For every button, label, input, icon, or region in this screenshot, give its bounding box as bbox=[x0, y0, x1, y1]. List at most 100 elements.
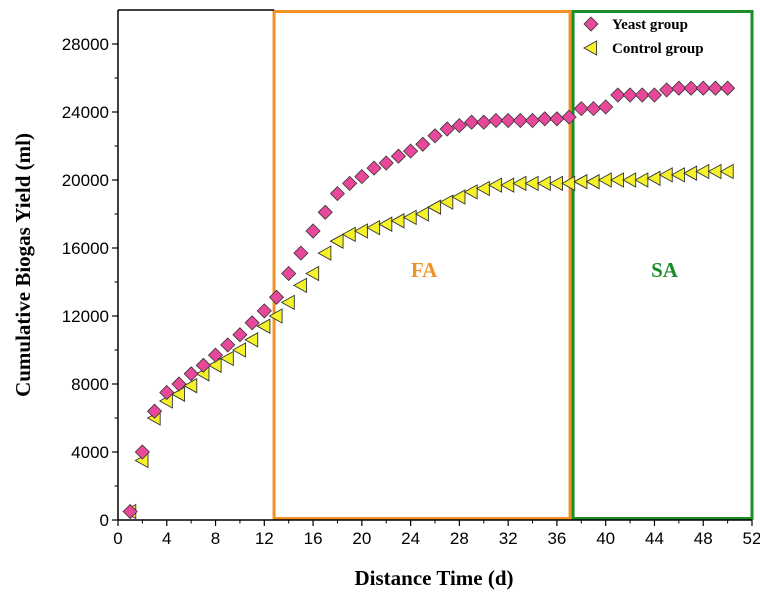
data-point bbox=[292, 277, 307, 294]
data-point bbox=[244, 315, 260, 331]
data-point bbox=[622, 87, 638, 103]
data-point bbox=[573, 173, 588, 190]
x-tick-label: 28 bbox=[450, 529, 469, 548]
region-box-fa bbox=[272, 10, 572, 520]
y-tick-label: 20000 bbox=[62, 171, 109, 190]
data-point bbox=[719, 163, 734, 180]
data-point bbox=[671, 80, 687, 96]
data-point bbox=[598, 99, 614, 115]
data-point bbox=[195, 357, 211, 373]
data-point bbox=[159, 384, 175, 401]
y-tick-label: 0 bbox=[100, 511, 109, 530]
data-point bbox=[695, 80, 711, 96]
series-yeast-group bbox=[122, 80, 736, 520]
data-point bbox=[475, 180, 490, 197]
data-point bbox=[561, 109, 577, 125]
y-tick-label: 24000 bbox=[62, 103, 109, 122]
data-point bbox=[378, 216, 393, 232]
y-tick-label: 8000 bbox=[71, 375, 109, 394]
data-point bbox=[585, 101, 602, 117]
legend-label: Yeast group bbox=[612, 17, 688, 33]
data-point bbox=[548, 175, 563, 192]
data-point bbox=[366, 219, 381, 236]
data-point bbox=[463, 184, 478, 200]
phase-regions: FA SA bbox=[272, 10, 754, 520]
data-point bbox=[646, 170, 661, 187]
legend-item: Yeast group bbox=[583, 16, 688, 33]
data-point bbox=[341, 226, 356, 243]
data-point bbox=[561, 175, 576, 192]
data-point bbox=[609, 172, 624, 188]
data-point bbox=[402, 209, 417, 226]
data-point bbox=[670, 167, 685, 183]
data-point bbox=[634, 87, 650, 103]
x-tick-label: 4 bbox=[162, 529, 171, 548]
region-box-sa bbox=[571, 10, 754, 520]
data-point bbox=[488, 177, 503, 193]
data-point bbox=[281, 265, 297, 282]
data-point bbox=[597, 172, 612, 188]
data-point bbox=[537, 111, 553, 127]
data-point bbox=[342, 175, 358, 191]
data-point bbox=[476, 114, 492, 130]
data-point bbox=[305, 223, 321, 239]
x-tick-label: 32 bbox=[499, 529, 518, 548]
region-label-sa: SA bbox=[651, 258, 679, 282]
data-point bbox=[634, 172, 649, 188]
data-point bbox=[488, 112, 504, 129]
data-point bbox=[524, 112, 541, 129]
x-tick-label: 0 bbox=[113, 529, 122, 548]
data-point bbox=[353, 223, 368, 239]
data-point bbox=[329, 186, 346, 202]
data-point bbox=[329, 233, 344, 249]
data-point bbox=[317, 245, 332, 261]
data-point bbox=[122, 503, 138, 520]
y-tick-label: 28000 bbox=[62, 35, 109, 54]
x-axis-title: Distance Time (d) bbox=[354, 566, 513, 590]
data-point bbox=[524, 175, 539, 192]
legend-marker bbox=[583, 40, 598, 56]
data-point bbox=[183, 377, 198, 394]
data-point bbox=[683, 80, 699, 96]
data-point bbox=[415, 136, 431, 152]
data-point bbox=[695, 163, 710, 180]
data-point bbox=[427, 199, 442, 215]
data-point bbox=[451, 118, 467, 134]
legend: Yeast group Control group bbox=[583, 16, 704, 57]
data-point bbox=[500, 112, 516, 129]
data-point bbox=[219, 350, 234, 367]
y-tick-label: 16000 bbox=[62, 239, 109, 258]
data-point bbox=[659, 82, 675, 98]
data-point bbox=[280, 294, 295, 311]
data-point bbox=[451, 189, 466, 205]
data-point bbox=[256, 303, 272, 319]
region-label-fa: FA bbox=[411, 258, 438, 282]
data-point bbox=[256, 318, 271, 334]
data-point bbox=[585, 173, 600, 190]
data-point bbox=[707, 163, 722, 180]
data-point bbox=[646, 87, 663, 103]
data-point bbox=[439, 194, 454, 210]
data-point bbox=[707, 80, 723, 96]
legend-label: Control group bbox=[612, 41, 704, 57]
data-point bbox=[414, 206, 429, 222]
data-point bbox=[439, 121, 455, 137]
data-point bbox=[683, 165, 698, 181]
data-point bbox=[183, 366, 199, 382]
x-tick-label: 20 bbox=[352, 529, 371, 548]
legend-item: Control group bbox=[583, 40, 704, 57]
data-point bbox=[720, 80, 736, 96]
y-tick-label: 12000 bbox=[62, 307, 109, 326]
y-tick-label: 4000 bbox=[71, 443, 109, 462]
data-point bbox=[390, 148, 406, 164]
data-point bbox=[610, 87, 626, 103]
data-point bbox=[134, 444, 150, 460]
data-point bbox=[293, 245, 309, 261]
x-tick-label: 48 bbox=[694, 529, 713, 548]
data-point bbox=[573, 101, 589, 117]
series-control-group bbox=[122, 163, 734, 520]
data-point bbox=[658, 167, 673, 183]
x-tick-label: 36 bbox=[547, 529, 566, 548]
legend-marker bbox=[583, 16, 599, 32]
axes: 0 4 8 12 16 20 24 28 32 36 40 44 48 52040008000120001… bbox=[62, 9, 760, 548]
